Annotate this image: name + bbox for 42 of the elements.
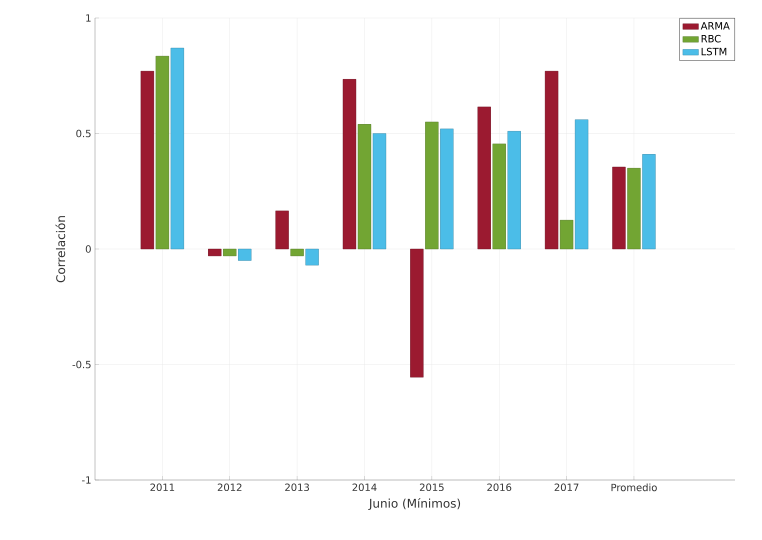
- bar: [478, 106, 491, 250]
- bar: [508, 130, 521, 250]
- y-tick-label: 1: [86, 14, 91, 22]
- x-tick-label: 2011: [150, 484, 174, 492]
- x-tick-label: Promedio: [612, 484, 657, 492]
- bar: [544, 70, 558, 250]
- x-tick-label: 2016: [487, 484, 512, 492]
- bar: [223, 248, 236, 256]
- bar: [290, 248, 304, 256]
- bar: [492, 144, 506, 250]
- bar: [574, 119, 588, 250]
- bar: [358, 124, 372, 250]
- bar: [238, 248, 252, 261]
- bar: [642, 154, 656, 250]
- legend-label: RBC: [702, 34, 721, 42]
- bar: [410, 248, 424, 378]
- y-tick-label: 0: [86, 245, 91, 253]
- bar: [156, 56, 170, 250]
- bar: [170, 48, 184, 250]
- x-tick-label: 2017: [554, 484, 578, 492]
- bar: [627, 168, 641, 250]
- y-tick-label: -0.5: [72, 360, 91, 368]
- bar: [440, 128, 454, 250]
- legend-label: LSTM: [702, 48, 726, 56]
- y-axis-title: Correlación: [55, 216, 66, 282]
- legend-label: ARMA: [700, 22, 730, 30]
- bar: [372, 133, 386, 250]
- bar: [275, 210, 289, 250]
- bar: [305, 248, 319, 266]
- y-tick-label: -1: [82, 476, 91, 484]
- y-tick-label: 0.5: [76, 130, 91, 138]
- x-axis-title: Junio (Mínimos): [368, 498, 460, 510]
- x-tick-label: 2012: [218, 484, 242, 492]
- bar: [560, 220, 574, 250]
- bar: [208, 248, 222, 256]
- bar: [612, 166, 626, 250]
- x-tick-label: 2015: [420, 484, 444, 492]
- bar: [342, 79, 356, 250]
- bar: [140, 70, 154, 250]
- x-tick-label: 2013: [285, 484, 309, 492]
- bar: [425, 122, 439, 250]
- x-tick-label: 2014: [352, 484, 377, 492]
